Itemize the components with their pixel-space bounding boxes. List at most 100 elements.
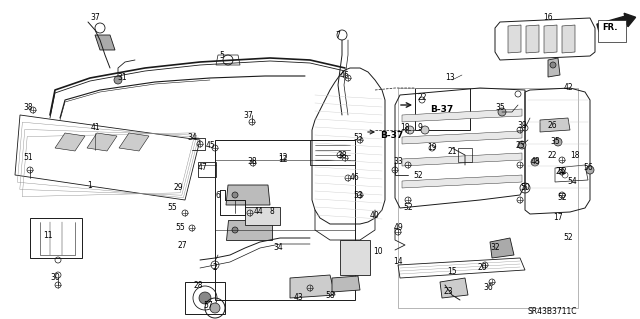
Text: 41: 41 bbox=[90, 123, 100, 132]
Circle shape bbox=[421, 126, 429, 134]
Polygon shape bbox=[87, 133, 117, 151]
Text: 52: 52 bbox=[413, 170, 423, 180]
Text: 48: 48 bbox=[530, 158, 540, 167]
Text: B-37: B-37 bbox=[380, 130, 403, 139]
Text: 13: 13 bbox=[445, 73, 455, 83]
Text: 22: 22 bbox=[547, 151, 557, 160]
Circle shape bbox=[406, 126, 414, 134]
Text: 1: 1 bbox=[88, 181, 92, 189]
Polygon shape bbox=[332, 276, 360, 292]
Text: 55: 55 bbox=[167, 204, 177, 212]
Polygon shape bbox=[544, 25, 557, 53]
Polygon shape bbox=[55, 133, 85, 151]
Text: 34: 34 bbox=[273, 243, 283, 253]
Text: 49: 49 bbox=[393, 224, 403, 233]
Text: B-37: B-37 bbox=[430, 105, 454, 114]
Text: 50: 50 bbox=[520, 183, 530, 192]
Text: 9: 9 bbox=[417, 123, 422, 132]
Text: 26: 26 bbox=[547, 121, 557, 130]
Text: 24: 24 bbox=[555, 167, 565, 176]
Text: 8: 8 bbox=[269, 207, 275, 217]
Text: 40: 40 bbox=[370, 211, 380, 219]
Text: 55: 55 bbox=[175, 224, 185, 233]
Text: 44: 44 bbox=[253, 207, 263, 217]
FancyArrow shape bbox=[597, 13, 636, 32]
Text: 37: 37 bbox=[243, 110, 253, 120]
Text: 57: 57 bbox=[203, 300, 213, 309]
Text: FR.: FR. bbox=[602, 24, 618, 33]
Text: SR43B3711C: SR43B3711C bbox=[527, 308, 577, 316]
Polygon shape bbox=[526, 25, 539, 53]
Text: 46: 46 bbox=[350, 174, 360, 182]
Polygon shape bbox=[95, 35, 115, 50]
Text: 42: 42 bbox=[563, 84, 573, 93]
Text: 12: 12 bbox=[278, 153, 288, 162]
Text: 52: 52 bbox=[563, 234, 573, 242]
Text: 17: 17 bbox=[553, 213, 563, 222]
Text: 28: 28 bbox=[193, 280, 203, 290]
Text: 52: 52 bbox=[403, 204, 413, 212]
Text: 32: 32 bbox=[490, 243, 500, 253]
Bar bbox=[185, 282, 225, 314]
Polygon shape bbox=[548, 58, 560, 77]
Text: 10: 10 bbox=[373, 248, 383, 256]
Text: 14: 14 bbox=[393, 257, 403, 266]
Text: 30: 30 bbox=[50, 273, 60, 283]
Circle shape bbox=[523, 186, 527, 190]
Text: 58: 58 bbox=[325, 291, 335, 300]
Text: 18: 18 bbox=[400, 123, 410, 132]
Polygon shape bbox=[402, 175, 522, 188]
Text: 18: 18 bbox=[570, 151, 580, 160]
Circle shape bbox=[550, 62, 556, 68]
Polygon shape bbox=[402, 131, 522, 144]
Polygon shape bbox=[540, 118, 570, 132]
Text: 6: 6 bbox=[216, 190, 220, 199]
Text: 38: 38 bbox=[337, 151, 347, 160]
Circle shape bbox=[586, 166, 594, 174]
Polygon shape bbox=[508, 25, 521, 53]
Text: 2: 2 bbox=[212, 263, 218, 272]
Circle shape bbox=[531, 158, 539, 166]
Text: 51: 51 bbox=[23, 153, 33, 162]
Text: 47: 47 bbox=[197, 164, 207, 173]
Text: 37: 37 bbox=[90, 13, 100, 23]
Text: 33: 33 bbox=[393, 158, 403, 167]
Text: 52: 52 bbox=[557, 167, 567, 176]
Text: 38: 38 bbox=[247, 158, 257, 167]
Text: 36: 36 bbox=[483, 284, 493, 293]
Text: 54: 54 bbox=[567, 177, 577, 187]
Polygon shape bbox=[440, 278, 468, 298]
Text: 23: 23 bbox=[443, 287, 453, 296]
Circle shape bbox=[232, 192, 238, 198]
Text: 53: 53 bbox=[353, 133, 363, 143]
Bar bbox=[245, 207, 280, 225]
Text: 34: 34 bbox=[187, 133, 197, 143]
Text: 46: 46 bbox=[340, 70, 350, 79]
Text: 27: 27 bbox=[177, 241, 187, 249]
Text: 29: 29 bbox=[173, 183, 183, 192]
Polygon shape bbox=[490, 238, 514, 258]
Circle shape bbox=[554, 138, 562, 146]
Text: 5: 5 bbox=[220, 50, 225, 60]
Bar bbox=[415, 88, 470, 130]
Circle shape bbox=[232, 227, 238, 233]
Text: 21: 21 bbox=[447, 147, 457, 157]
Polygon shape bbox=[562, 25, 575, 53]
Circle shape bbox=[210, 303, 220, 313]
Text: 35: 35 bbox=[495, 103, 505, 113]
Text: 22: 22 bbox=[417, 93, 427, 102]
Text: 20: 20 bbox=[477, 263, 487, 272]
Bar bbox=[215, 140, 355, 300]
Text: 53: 53 bbox=[353, 190, 363, 199]
Text: 38: 38 bbox=[23, 103, 33, 113]
Text: 16: 16 bbox=[543, 13, 553, 23]
Text: 19: 19 bbox=[427, 144, 437, 152]
Text: 11: 11 bbox=[44, 231, 52, 240]
Polygon shape bbox=[290, 275, 335, 298]
Text: 45: 45 bbox=[205, 140, 215, 150]
Polygon shape bbox=[119, 133, 149, 151]
Bar bbox=[598, 20, 626, 42]
Bar bbox=[198, 162, 216, 177]
Text: 15: 15 bbox=[447, 268, 457, 277]
Text: 56: 56 bbox=[583, 164, 593, 173]
